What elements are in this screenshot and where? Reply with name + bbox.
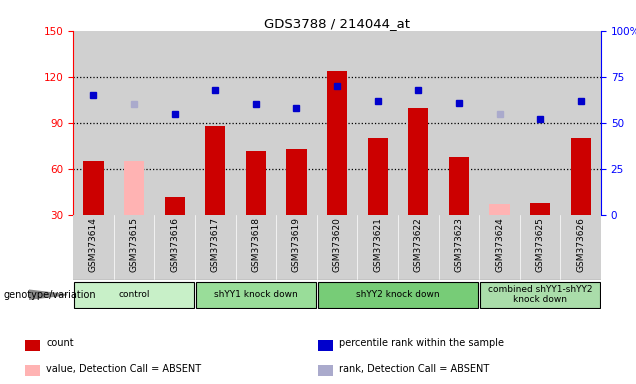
Text: genotype/variation: genotype/variation [3,290,96,300]
Bar [205,126,225,215]
Title: GDS3788 / 214044_at: GDS3788 / 214044_at [264,17,410,30]
Bar [155,31,195,215]
Text: GSM373624: GSM373624 [495,217,504,272]
Bar [235,31,276,215]
Bar [195,215,235,280]
Text: GSM373621: GSM373621 [373,217,382,272]
Text: GSM373626: GSM373626 [576,217,585,272]
Bar [479,215,520,280]
Bar [570,138,591,215]
Text: value, Detection Call = ABSENT: value, Detection Call = ABSENT [46,364,202,374]
Bar [155,215,195,280]
Text: rank, Detection Call = ABSENT: rank, Detection Call = ABSENT [340,364,490,374]
Bar [520,31,560,215]
Bar [318,339,333,351]
Bar [83,161,104,215]
FancyBboxPatch shape [480,282,600,308]
Text: GSM373618: GSM373618 [251,217,260,272]
FancyBboxPatch shape [317,282,478,308]
Bar [439,215,479,280]
Bar [479,31,520,215]
Bar [25,339,40,351]
Text: GSM373620: GSM373620 [333,217,342,272]
Text: shYY1 knock down: shYY1 knock down [214,290,298,299]
Bar [317,215,357,280]
Bar [25,365,40,376]
Text: percentile rank within the sample: percentile rank within the sample [340,338,504,348]
Bar [195,31,235,215]
Text: shYY2 knock down: shYY2 knock down [356,290,440,299]
Bar [398,31,439,215]
Bar [520,215,560,280]
Text: control: control [118,290,150,299]
Text: count: count [46,338,74,348]
Bar [276,31,317,215]
Bar [165,197,185,215]
Bar [408,108,429,215]
Bar [357,215,398,280]
Text: GSM373625: GSM373625 [536,217,544,272]
Text: GSM373615: GSM373615 [130,217,139,272]
Bar [398,215,439,280]
FancyBboxPatch shape [74,282,194,308]
Bar [124,161,144,215]
Text: GSM373616: GSM373616 [170,217,179,272]
Bar [114,31,155,215]
Bar [357,31,398,215]
Bar [318,365,333,376]
Bar [449,157,469,215]
Text: GSM373614: GSM373614 [89,217,98,272]
Bar [286,149,307,215]
Bar [245,151,266,215]
Bar [439,31,479,215]
Text: GSM373619: GSM373619 [292,217,301,272]
Polygon shape [29,290,67,300]
FancyBboxPatch shape [196,282,316,308]
Bar [235,215,276,280]
Bar [530,203,550,215]
Text: combined shYY1-shYY2
knock down: combined shYY1-shYY2 knock down [488,285,592,305]
Text: GSM373622: GSM373622 [414,217,423,272]
Text: GSM373623: GSM373623 [454,217,464,272]
Bar [327,71,347,215]
Bar [114,215,155,280]
Bar [73,215,114,280]
Bar [276,215,317,280]
Bar [317,31,357,215]
Text: GSM373617: GSM373617 [211,217,220,272]
Bar [368,138,388,215]
Bar [73,31,114,215]
Bar [489,204,509,215]
Bar [560,215,601,280]
Bar [560,31,601,215]
